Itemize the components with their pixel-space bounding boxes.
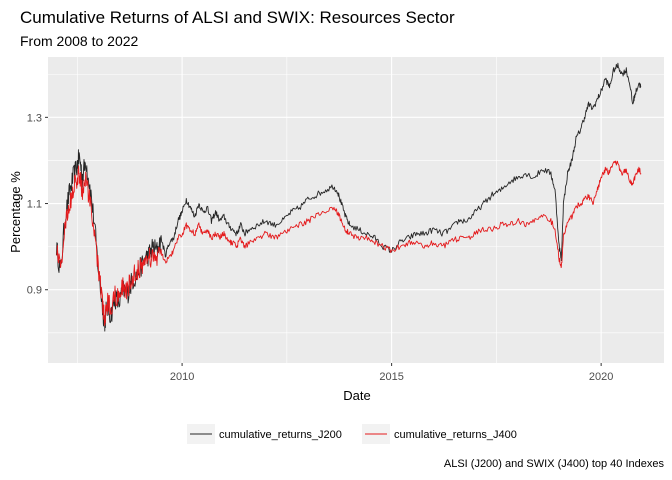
- legend-label: cumulative_returns_J200: [219, 429, 342, 441]
- x-tick-label: 2020: [589, 371, 613, 383]
- x-axis-title: Date: [343, 388, 370, 403]
- y-tick-labels: 0.9 1.1 1.3: [27, 112, 42, 296]
- x-tick-label: 2015: [379, 371, 403, 383]
- major-gridlines: [48, 57, 664, 363]
- axis-ticks: [45, 116, 602, 366]
- y-tick-label: 1.1: [27, 199, 42, 211]
- chart-subtitle: From 2008 to 2022: [20, 33, 139, 49]
- x-tick-label: 2010: [170, 371, 194, 383]
- y-tick-label: 0.9: [27, 285, 42, 297]
- plot-panel: [48, 57, 664, 363]
- y-axis-title: Percentage %: [8, 171, 23, 253]
- series-line-cumulative_returns_J400: [56, 160, 642, 326]
- legend: cumulative_returns_J200 cumulative_return…: [187, 424, 517, 444]
- minor-gridlines: [48, 57, 664, 363]
- legend-label: cumulative_returns_J400: [394, 429, 517, 441]
- series-line-cumulative_returns_J200: [55, 62, 642, 332]
- series-layer: [55, 62, 642, 332]
- y-tick-label: 1.3: [27, 112, 42, 124]
- x-tick-labels: 2010 2015 2020: [170, 371, 614, 383]
- chart-caption: ALSI (J200) and SWIX (J400) top 40 Index…: [443, 458, 664, 470]
- chart-title: Cumulative Returns of ALSI and SWIX: Res…: [20, 8, 455, 27]
